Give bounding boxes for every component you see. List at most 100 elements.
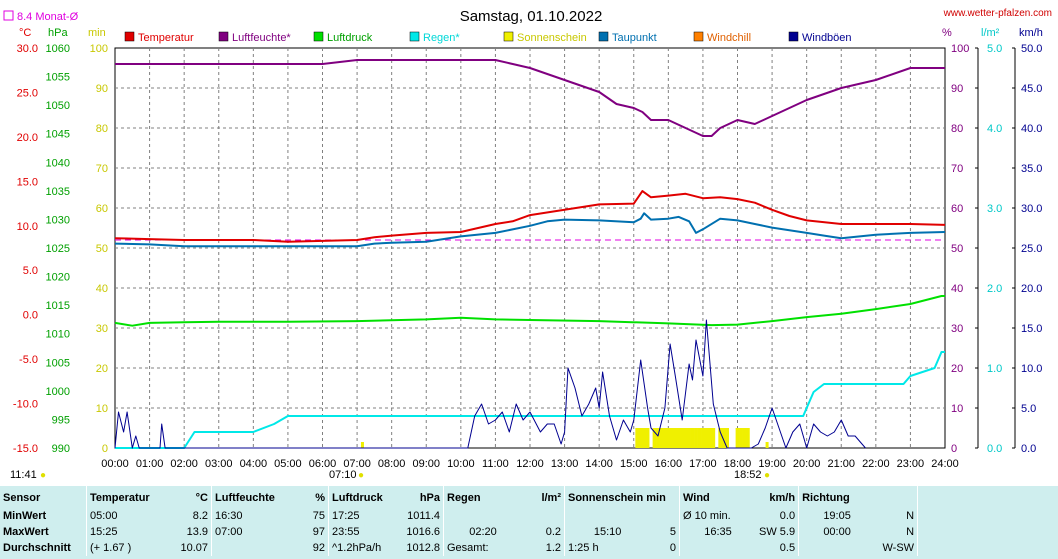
sunshine-bar	[721, 428, 726, 448]
tick-label-wind: 35.0	[1021, 163, 1042, 175]
sunshine-bar	[718, 428, 723, 448]
stats-row-min: MinWert 05:00 8.2 16:30 75 17:25 1011.4 …	[0, 508, 1055, 524]
sunshine-bar	[690, 428, 695, 448]
temp-time: (+ 1.67 )	[86, 540, 171, 556]
tick-label-humidity: 90	[951, 83, 963, 95]
sunshine-bar	[645, 428, 650, 448]
stats-row-avg: Durchschnitt (+ 1.67 ) 10.07 92 ^1.2hPa/…	[0, 540, 1055, 556]
chart-series	[114, 59, 946, 449]
tick-label-wind: 45.0	[1021, 83, 1042, 95]
legend-swatch	[503, 31, 514, 42]
series-line-luftfeuchte	[115, 59, 945, 137]
sunshine-bar	[745, 428, 750, 448]
hdr-hum: Luftfeuchte	[211, 486, 288, 508]
sunshine-bar	[694, 428, 698, 448]
sunshine-bar	[662, 428, 667, 448]
unit-celsius: °C	[19, 27, 31, 39]
press-time: 23:55	[328, 524, 399, 540]
hum-time: 07:00	[211, 524, 288, 540]
sun-time: 1:25 h	[564, 540, 651, 556]
unit-percent: %	[942, 27, 952, 39]
tick-label-pressure: 1025	[46, 243, 70, 255]
tick-label-temperature: 25.0	[17, 87, 38, 99]
tick-label-minutes: 70	[96, 163, 108, 175]
sunshine-bar	[669, 428, 674, 448]
tick-label-rain: 0.0	[987, 443, 1002, 455]
tick-label-wind: 40.0	[1021, 123, 1042, 135]
hdr-wind-unit: km/h	[769, 492, 796, 504]
press-value: 1011.4	[407, 510, 440, 522]
stats-header-row: Sensor Temperatur °C Luftfeuchte % Luftd…	[0, 486, 1055, 508]
chart-grid	[114, 47, 946, 449]
legend-swatch	[124, 31, 135, 42]
sunshine-bar	[725, 428, 730, 448]
legend-label: Temperatur	[138, 32, 194, 44]
hdr-press: Luftdruck	[328, 486, 399, 508]
sunshine-bar	[635, 428, 640, 448]
tick-label-humidity: 10	[951, 403, 963, 415]
hdr-rain-unit: l/m²	[541, 492, 561, 504]
sun-time	[564, 508, 651, 524]
unit-kmh: km/h	[1019, 27, 1043, 39]
legend-label: Regen*	[423, 32, 460, 44]
series-line-taupunkt	[114, 212, 946, 248]
tick-label-pressure: 990	[52, 443, 70, 455]
press-time: 17:25	[328, 508, 399, 524]
tick-label-temperature: 5.0	[23, 265, 38, 277]
rain-value: 0.2	[545, 526, 561, 538]
sunshine-bar	[652, 428, 657, 448]
tick-label-time: 17:00	[689, 458, 717, 470]
hdr-temp: Temperatur	[86, 486, 171, 508]
tick-label-pressure: 1060	[46, 43, 70, 55]
sunshine-bar	[673, 428, 678, 448]
legend-swatch	[313, 31, 324, 42]
sunset-tick	[765, 442, 769, 448]
rain-time: 02:20	[443, 524, 522, 540]
tick-label-temperature: 20.0	[17, 132, 38, 144]
sunshine-bar	[659, 428, 664, 448]
tick-label-time: 11:00	[482, 458, 509, 470]
hdr-hum-unit: %	[315, 492, 325, 504]
tick-label-rain: 2.0	[987, 283, 1002, 295]
legend-swatch	[409, 31, 420, 42]
tick-label-humidity: 80	[951, 123, 963, 135]
legend-label: Luftfeuchte*	[232, 32, 291, 44]
temp-value: 8.2	[192, 510, 208, 522]
dir-time: 19:05	[798, 508, 876, 524]
tick-label-humidity: 30	[951, 323, 963, 335]
dir-time: 00:00	[798, 524, 876, 540]
sun-markers: 11:41 ● 07:10 ● 18:52 ●	[10, 469, 770, 481]
temp-time: 15:25	[86, 524, 171, 540]
rain-value: 1.2	[545, 542, 561, 554]
site-link[interactable]: www.wetter-pfalzen.com	[943, 8, 1052, 19]
legend-swatch	[218, 31, 229, 42]
tick-label-pressure: 1050	[46, 100, 70, 112]
tick-label-wind: 10.0	[1021, 363, 1042, 375]
tick-label-time: 10:00	[447, 458, 475, 470]
press-time: ^1.2hPa/h	[328, 540, 399, 556]
press-value: 1012.8	[406, 542, 440, 554]
hum-value: 97	[312, 526, 325, 538]
sunshine-bar	[680, 428, 685, 448]
tick-label-temperature: 0.0	[23, 310, 38, 322]
hdr-rain: Regen	[443, 486, 522, 508]
tick-label-humidity: 20	[951, 363, 963, 375]
tick-label-minutes: 90	[96, 83, 108, 95]
sun-time: 15:10	[564, 524, 651, 540]
tick-label-minutes: 10	[96, 403, 108, 415]
legend-label: Luftdruck	[327, 32, 373, 44]
hum-value: 92	[312, 542, 325, 554]
tick-label-humidity: 60	[951, 203, 963, 215]
tick-label-wind: 50.0	[1021, 43, 1042, 55]
hum-time	[211, 540, 288, 556]
tick-label-time: 15:00	[620, 458, 648, 470]
sunshine-bar	[687, 428, 691, 448]
legend-label: Sonnenschein	[517, 32, 587, 44]
tick-label-time: 16:00	[655, 458, 683, 470]
monthly-avg-marker	[3, 10, 14, 21]
tick-label-temperature: 30.0	[17, 43, 38, 55]
weather-chart: 30.0 25.0 20.0 15.0 10.0 5.0 0.0 -5.0 -10.0 -15.0…	[3, 8, 1052, 481]
rain-time	[443, 508, 522, 524]
tick-label-time: 14:00	[585, 458, 613, 470]
hdr-temp-unit: °C	[195, 492, 208, 504]
